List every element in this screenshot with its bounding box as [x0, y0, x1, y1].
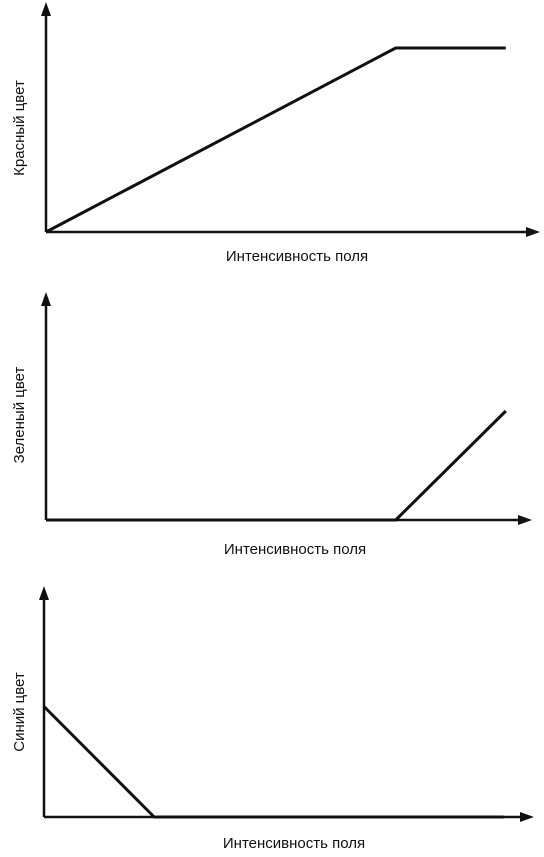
series-line-red [45, 46, 506, 234]
chart-red: Интенсивность поля Красный цвет [11, 2, 540, 265]
x-axis-arrow-blue [520, 812, 534, 822]
x-axis-label-green: Интенсивность поля [224, 541, 366, 558]
x-axis-arrow-green [518, 515, 532, 525]
x-axis-arrow-red [526, 227, 540, 237]
y-axis-arrow-green [41, 292, 51, 306]
series-line-blue [42, 705, 504, 819]
y-axis-label-green: Зеленый цвет [11, 367, 28, 464]
x-axis-label-blue: Интенсивность поля [223, 835, 365, 852]
y-axis-label-red: Красный цвет [11, 80, 28, 176]
y-axis-arrow-red [41, 2, 51, 16]
chart-green: Интенсивность поля Зеленый цвет [11, 292, 532, 558]
series-line-green [46, 409, 507, 522]
x-axis-label-red: Интенсивность поля [226, 248, 368, 265]
y-axis-arrow-blue [39, 586, 49, 600]
chart-blue: Интенсивность поля Синий цвет [11, 586, 534, 852]
y-axis-label-blue: Синий цвет [11, 672, 28, 752]
